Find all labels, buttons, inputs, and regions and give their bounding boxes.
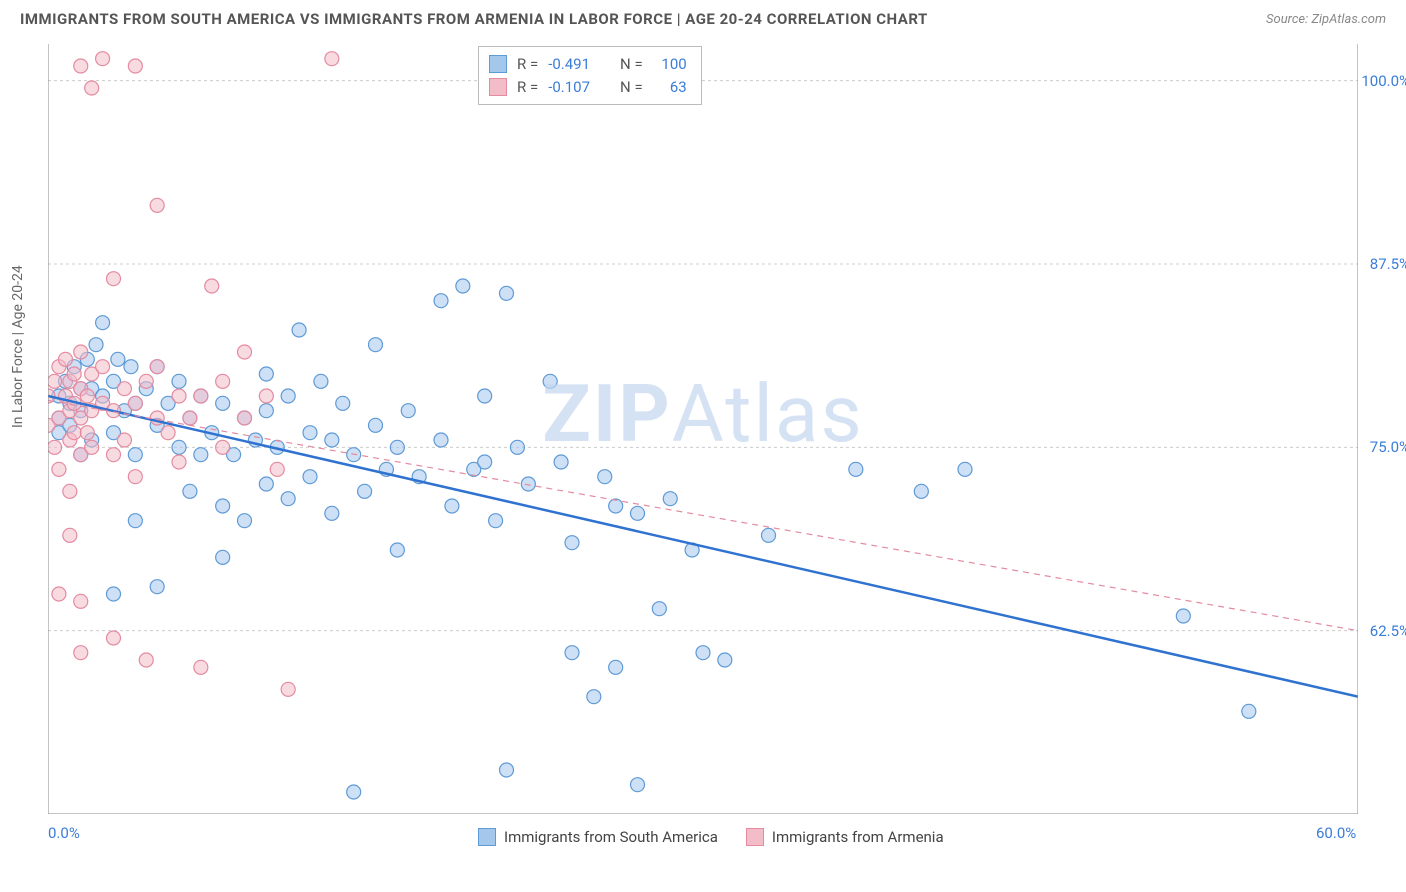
y-tick-label: 62.5% <box>1370 622 1406 640</box>
correlation-legend: R = -0.491 N = 100 R = -0.107 N = 63 <box>478 46 702 105</box>
y-tick-label: 75.0% <box>1370 438 1406 456</box>
r-value: -0.107 <box>548 76 590 99</box>
x-tick-label: 0.0% <box>48 824 80 842</box>
legend-series-item: Immigrants from South America <box>478 828 718 846</box>
legend-swatch <box>489 55 507 73</box>
source-attribution: Source: ZipAtlas.com <box>1266 12 1386 27</box>
r-label: R = <box>517 76 538 99</box>
legend-stat-row: R = -0.491 N = 100 <box>489 53 687 76</box>
n-label: N = <box>620 53 643 76</box>
n-label: N = <box>620 76 643 99</box>
source-value: ZipAtlas.com <box>1311 12 1386 27</box>
n-value: 100 <box>653 53 687 76</box>
title-bar: IMMIGRANTS FROM SOUTH AMERICA VS IMMIGRA… <box>0 0 1406 36</box>
legend-series-item: Immigrants from Armenia <box>746 828 944 846</box>
legend-swatch <box>478 828 496 846</box>
r-label: R = <box>517 53 538 76</box>
n-value: 63 <box>653 76 687 99</box>
source-label: Source: <box>1266 12 1308 27</box>
y-tick-label: 87.5% <box>1370 255 1406 273</box>
legend-swatch <box>489 78 507 96</box>
legend-swatch <box>746 828 764 846</box>
scatter-plot <box>48 44 1358 814</box>
y-tick-label: 100.0% <box>1361 72 1406 90</box>
series-name: Immigrants from South America <box>504 828 718 846</box>
series-name: Immigrants from Armenia <box>772 828 944 846</box>
r-value: -0.491 <box>548 53 590 76</box>
x-tick-label: 60.0% <box>1316 824 1356 842</box>
y-axis-label: In Labor Force | Age 20-24 <box>10 265 26 428</box>
chart-title: IMMIGRANTS FROM SOUTH AMERICA VS IMMIGRA… <box>20 10 928 28</box>
series-legend: Immigrants from South America Immigrants… <box>478 828 944 846</box>
legend-stat-row: R = -0.107 N = 63 <box>489 76 687 99</box>
chart-area: ZIPAtlas R = -0.491 N = 100 R = -0.107 N… <box>48 44 1358 814</box>
